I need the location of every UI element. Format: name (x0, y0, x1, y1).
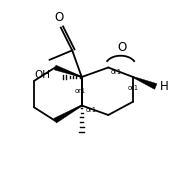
Text: H: H (160, 80, 168, 93)
Polygon shape (54, 105, 82, 123)
Polygon shape (133, 76, 157, 89)
Text: O: O (54, 11, 63, 24)
Polygon shape (54, 65, 82, 78)
Text: or1: or1 (86, 107, 97, 113)
Text: or1: or1 (110, 69, 121, 75)
Text: or1: or1 (74, 88, 85, 94)
Text: OH: OH (34, 70, 50, 80)
Text: or1: or1 (127, 85, 138, 91)
Text: O: O (117, 41, 126, 54)
